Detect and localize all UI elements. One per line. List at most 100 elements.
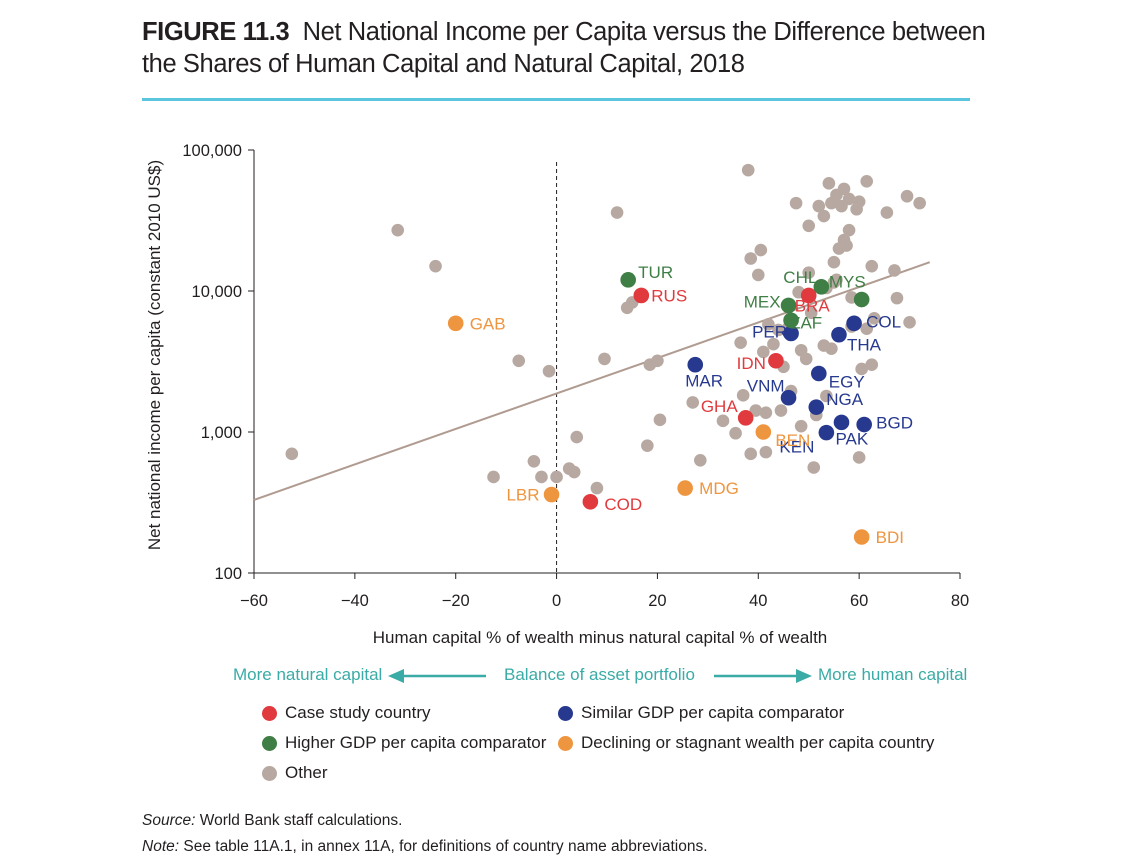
point-label-gab: GAB [470,314,506,333]
scatter-chart: −60 −40 −20 0 20 40 60 80 100 1,000 10,000 100,000… [145,142,969,647]
point-other [852,195,866,208]
x-tick-label: 40 [749,592,767,610]
point-other [767,337,780,351]
point-other [860,174,874,188]
source-text: World Bank staff calculations. [199,812,403,829]
point-label-mar: MAR [685,372,723,391]
point-tur [620,272,636,288]
x-tick-label: −60 [240,592,268,610]
x-axis-label: Human capital % of wealth minus natural … [373,628,828,647]
point-other [802,266,816,279]
figure-title: FIGURE 11.3 Net National Income per Capi… [142,16,1002,80]
point-other [716,414,730,428]
point-other [789,196,803,210]
point-per [783,325,799,342]
point-mex [780,297,797,314]
point-other [527,454,541,468]
legend-item-higher: Higher GDP per capita comparator [262,733,546,753]
point-label-tha: THA [847,336,882,355]
data-points [285,163,926,545]
point-gha [737,410,754,426]
x-tick-label: 20 [648,592,666,610]
point-other [840,239,853,252]
legend-item-case-study: Case study country [262,703,431,723]
legend-marker-declining [558,735,573,751]
point-label-pak: PAK [835,429,868,448]
point-other [774,404,788,417]
point-label-bra: BRA [795,296,831,315]
point-other [852,451,866,464]
title-rule [142,98,970,101]
x-tick-label: −40 [341,592,369,610]
point-ken [818,424,835,441]
point-other [842,223,856,237]
balance-arrow-row: More natural capital Balance of asset po… [0,663,1122,689]
legend-item-other: Other [262,763,328,783]
point-label-rus: RUS [651,286,687,305]
x-ticks: −60 −40 −20 0 20 40 60 80 [240,573,969,610]
y-tick-label: 1,000 [201,424,242,442]
source-note: Source: World Bank staff calculations. [142,812,402,830]
point-ben [755,424,772,440]
source-label: Source: [142,812,196,829]
point-other [751,268,765,282]
point-bra [800,287,817,304]
point-other [736,389,750,402]
point-other [827,255,841,269]
point-label-bgd: BGD [876,414,913,433]
point-label-nga: NGA [826,390,864,409]
figure-title-text: Net National Income per Capita versus th… [142,18,986,78]
point-other [807,461,821,474]
point-label-egy: EGY [829,372,865,391]
point-other [570,430,584,444]
point-other [855,362,868,376]
x-tick-label: 60 [850,592,868,610]
point-other [759,406,773,420]
point-other [598,352,611,366]
legend-marker-higher [262,735,277,751]
point-other [799,352,813,366]
point-label-per: PER [752,322,787,341]
point-other [759,445,773,459]
point-label-lbr: LBR [506,486,539,505]
point-other [749,404,763,417]
point-tha [831,326,847,343]
point-label-idn: IDN [737,354,766,373]
point-label-col: COL [866,312,901,331]
figure-number: FIGURE 11.3 [142,18,290,46]
point-other [888,264,901,277]
point-other [812,199,826,213]
legend-item-similar: Similar GDP per capita comparator [558,703,844,723]
point-other [487,470,500,484]
balance-right-label: More human capital [818,665,968,684]
point-label-tur: TUR [638,263,673,282]
point-other [867,312,881,325]
point-other [693,453,707,467]
point-other [890,291,904,305]
point-bdi [853,529,870,545]
legend-label-case-study: Case study country [285,703,431,722]
point-other [802,219,816,233]
point-other [610,206,624,219]
legend-marker-other [262,765,277,781]
point-label-ken: KEN [779,438,814,457]
note-line: Note: See table 11A.1, in annex 11A, for… [142,838,708,856]
arrow-right-icon [714,669,812,683]
point-label-ben: BEN [775,431,810,450]
point-other [729,426,742,440]
point-other [903,315,916,329]
point-other [804,306,818,320]
point-lbr [543,486,560,503]
point-label-mys: MYS [829,273,866,292]
point-other [762,318,775,331]
y-tick-label: 100 [214,565,242,583]
legend-item-declining: Declining or stagnant wealth per capita … [558,733,934,753]
point-other [550,470,563,484]
point-other [641,439,654,452]
point-nga [808,399,825,415]
balance-center-label: Balance of asset portfolio [504,665,695,684]
point-col [846,315,862,332]
point-label-vnm: VNM [747,377,785,396]
point-other [817,209,831,223]
legend-marker-case-study [262,705,277,721]
